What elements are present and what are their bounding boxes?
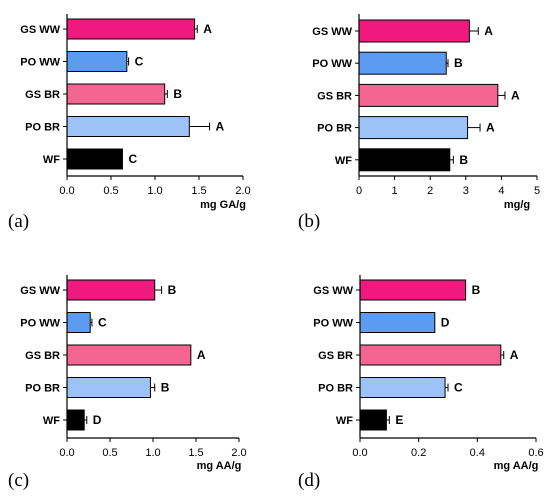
x-tick-label: 4 [498, 185, 504, 197]
chart-panel-1: A GS WW C PO WW B GS BR A PO BR C WF 0.0 0.5 1.0 1.5 2… [8, 14, 251, 232]
panel-label: (b) [298, 211, 320, 232]
category-label: GS WW [20, 24, 60, 36]
category-label: GS BR [318, 350, 353, 362]
x-tick-label: 2 [427, 185, 433, 197]
significance-letter: C [98, 316, 107, 330]
x-tick-label: 0.2 [411, 447, 426, 459]
category-label: WF [335, 155, 352, 167]
significance-letter: C [128, 152, 137, 166]
bar-gs-br [66, 344, 192, 366]
category-label: PO WW [20, 318, 60, 330]
bar-gs-br [359, 344, 502, 366]
significance-letter: A [511, 88, 520, 102]
bar-wf [358, 148, 451, 172]
category-label: PO WW [20, 57, 60, 69]
x-axis-label: mg/g [504, 199, 530, 211]
x-tick-label: 2.0 [235, 185, 250, 197]
category-label: GS WW [313, 285, 353, 297]
x-tick-label: 0.6 [528, 447, 543, 459]
significance-letter: C [454, 381, 463, 395]
category-label: WF [43, 154, 60, 166]
category-label: GS BR [317, 90, 352, 102]
category-label: PO BR [25, 383, 60, 395]
significance-letter: D [441, 316, 450, 330]
category-label: PO WW [313, 318, 353, 330]
significance-letter: D [93, 413, 102, 427]
bar-gs-br [66, 83, 166, 105]
bar-po-ww [358, 51, 447, 75]
bar-po-ww [66, 51, 128, 72]
significance-letter: A [484, 24, 493, 38]
bar-po-br [358, 116, 469, 140]
x-tick-label: 0.0 [352, 447, 367, 459]
x-axis-label: mg AA/g [494, 460, 539, 472]
bar-gs-ww [359, 279, 467, 301]
significance-letter: A [203, 22, 212, 36]
bar-po-br [66, 377, 151, 398]
category-label: PO BR [25, 122, 60, 134]
significance-letter: C [135, 55, 144, 69]
category-label: WF [336, 415, 353, 427]
significance-letter: A [486, 121, 495, 135]
x-tick-label: 0.0 [59, 185, 74, 197]
category-label: WF [43, 415, 60, 427]
bar-po-br [66, 116, 190, 137]
x-axis-label: mg GA/g [200, 199, 246, 211]
x-tick-label: 0.5 [103, 185, 118, 197]
significance-letter: B [161, 381, 170, 395]
bar-gs-ww [66, 279, 156, 301]
bar-wf [66, 148, 123, 170]
bar-wf [359, 409, 387, 431]
significance-letter: B [168, 283, 177, 297]
significance-letter: B [472, 283, 481, 297]
category-label: PO WW [312, 58, 352, 70]
panel-label: (c) [8, 470, 29, 491]
bar-po-ww [359, 312, 436, 333]
x-tick-label: 0.0 [59, 447, 74, 459]
bar-gs-ww [66, 18, 196, 40]
significance-letter: B [173, 87, 182, 101]
category-label: GS WW [312, 26, 352, 38]
bar-po-br [359, 377, 446, 398]
x-tick-label: 0 [356, 185, 362, 197]
x-tick-label: 0.4 [470, 447, 485, 459]
chart-panel-4: B GS WW D PO WW A GS BR C PO BR E WF 0.0 0.2 0.4 0.6m… [298, 275, 544, 491]
x-tick-label: 1.0 [147, 185, 162, 197]
x-tick-label: 1.5 [188, 447, 203, 459]
bar-po-ww [66, 312, 91, 333]
x-tick-label: 1.5 [191, 185, 206, 197]
category-label: GS BR [25, 350, 60, 362]
x-tick-label: 2.0 [231, 447, 246, 459]
x-tick-label: 5 [534, 185, 540, 197]
x-tick-label: 3 [463, 185, 469, 197]
significance-letter: A [197, 348, 206, 362]
x-axis-label: mg AA/g [197, 460, 242, 472]
chart-panel-3: B GS WW C PO WW A GS BR B PO BR D WF 0.0 0.5 1.0 1.5 2… [8, 275, 247, 491]
significance-letter: B [459, 153, 468, 167]
bar-gs-ww [358, 19, 470, 43]
category-label: GS WW [20, 285, 60, 297]
significance-letter: A [510, 348, 519, 362]
panel-label: (d) [298, 470, 320, 491]
significance-letter: A [216, 120, 225, 134]
significance-letter: E [395, 413, 403, 427]
bar-gs-br [358, 83, 499, 107]
category-label: PO BR [317, 123, 352, 135]
chart-panel-2: A GS WW B PO WW A GS BR A PO BR B WF 0 1 2 3 4 5 mg/g (b) [298, 14, 540, 232]
x-tick-label: 1.0 [145, 447, 160, 459]
bar-wf [66, 409, 85, 431]
category-label: PO BR [318, 383, 353, 395]
category-label: GS BR [25, 89, 60, 101]
x-tick-label: 0.5 [102, 447, 117, 459]
panel-label: (a) [8, 211, 29, 232]
x-tick-label: 1 [392, 185, 398, 197]
significance-letter: B [454, 56, 463, 70]
